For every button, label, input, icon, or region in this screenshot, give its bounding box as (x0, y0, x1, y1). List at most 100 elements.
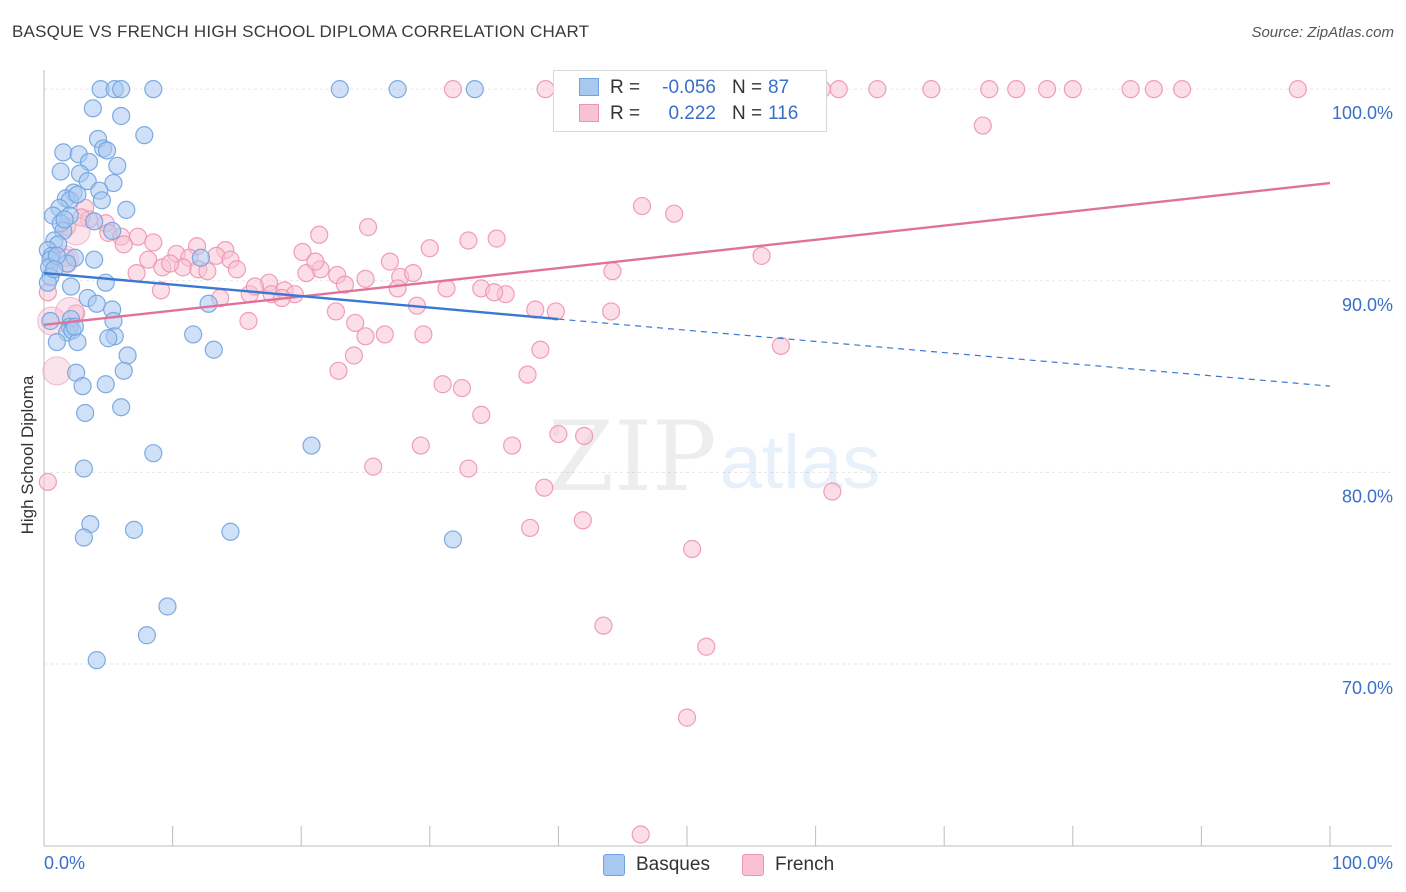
basque-point (97, 141, 117, 160)
legend-label-basques: Basques (636, 854, 710, 875)
legend-n-value: 87 (768, 77, 790, 98)
basque-point (144, 444, 163, 463)
french-point (683, 539, 702, 559)
french-point (531, 340, 550, 359)
legend-r-label: R = (610, 77, 641, 98)
basque-point (87, 294, 106, 313)
french-point-cluster (42, 356, 72, 386)
basque-point (73, 377, 92, 396)
french-point (335, 275, 355, 294)
french-point (1037, 80, 1057, 99)
basque-point (74, 459, 93, 478)
french-point (375, 325, 394, 344)
french-point (665, 204, 684, 223)
legend-r-value: 0.222 (668, 103, 716, 124)
basque-point (99, 329, 118, 348)
chart-title: BASQUE VS FRENCH HIGH SCHOOL DIPLOMA COR… (12, 22, 590, 41)
french-point (535, 478, 554, 497)
y-tick-label: 80.0% (1342, 486, 1393, 506)
basque-point (204, 340, 223, 359)
french-point (114, 235, 133, 254)
grid-lines (44, 88, 1392, 665)
axes (43, 70, 1392, 847)
french-point (771, 336, 790, 356)
french-point (603, 262, 622, 281)
french-point (503, 436, 522, 455)
basque-point (221, 522, 240, 541)
basque-point (92, 191, 111, 210)
legend-label-french: French (775, 854, 835, 875)
stats-legend: R = -0.056 N = 87 R = 0.222 N = 116 (553, 70, 827, 132)
french-point (459, 231, 478, 250)
french-point (293, 242, 312, 262)
basque-point (96, 375, 115, 394)
basque-point (137, 626, 156, 645)
french-point (1144, 80, 1163, 99)
basque-point (41, 311, 60, 331)
basque-points (38, 80, 484, 670)
french-point (160, 254, 180, 273)
basque-point (388, 80, 407, 99)
basque-point (302, 436, 321, 455)
french-point (306, 252, 325, 271)
french-point (459, 459, 478, 478)
basque-point (55, 210, 74, 229)
french-point (632, 196, 652, 216)
french-point (1121, 80, 1140, 99)
tick-labels: 70.0% 80.0% 90.0% 100.0% 0.0% 100.0% (44, 103, 1393, 873)
french-point (549, 424, 568, 444)
basque-point (144, 80, 163, 99)
basque-point (104, 311, 123, 331)
french-point (980, 80, 999, 99)
basque-point (199, 294, 218, 313)
french-point (433, 375, 452, 394)
y-axis-label: High School Diploma (18, 375, 37, 535)
basque-trend-extension (558, 318, 1331, 387)
basque-point (118, 346, 137, 365)
french-point (239, 311, 258, 331)
french-point (631, 825, 650, 844)
french-point (518, 365, 537, 384)
basque-point (117, 200, 136, 219)
french-point (594, 616, 613, 635)
legend-n-label: N = (732, 103, 763, 124)
basque-point (114, 361, 133, 380)
french-point (151, 281, 171, 300)
french-point (344, 346, 364, 365)
basque-point (54, 143, 73, 162)
french-point (227, 260, 246, 279)
legend-n-value: 116 (768, 103, 799, 124)
french-point (356, 269, 375, 288)
french-point (868, 80, 887, 99)
basque-point (87, 651, 106, 670)
french-point (521, 518, 540, 538)
x-tick-label-min: 0.0% (44, 853, 85, 873)
french-point (38, 472, 57, 492)
french-point (829, 80, 848, 99)
french-point (677, 708, 697, 727)
basque-point (68, 332, 87, 352)
basque-point (112, 398, 131, 417)
french-point (823, 482, 842, 501)
french-point (602, 302, 621, 321)
french-point (329, 361, 348, 380)
basque-point (443, 530, 463, 549)
basque-point (61, 277, 81, 296)
basque-point (104, 173, 123, 193)
source-label: Source: ZipAtlas.com (1251, 24, 1394, 41)
legend-row-basque: R = -0.056 N = 87 (554, 76, 826, 100)
french-point (346, 313, 365, 333)
basque-point (124, 520, 144, 539)
watermark-zip: ZIP (547, 401, 716, 513)
french-point (356, 327, 375, 346)
basque-point (184, 325, 203, 344)
french-point (139, 250, 158, 269)
french-point (922, 80, 941, 99)
basque-point (108, 156, 127, 175)
y-tick-label: 70.0% (1342, 678, 1393, 698)
legend-swatch-french (579, 104, 599, 122)
french-point (973, 116, 992, 135)
watermark-atlas: atlas (720, 420, 881, 505)
french-point (310, 225, 329, 244)
